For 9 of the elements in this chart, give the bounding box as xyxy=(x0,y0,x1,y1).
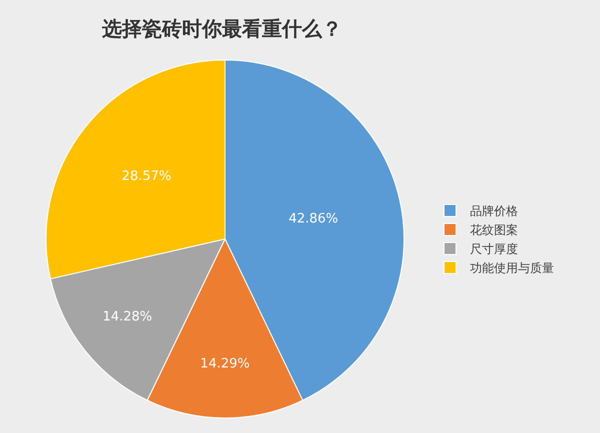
legend-label: 尺寸厚度 xyxy=(470,242,518,256)
data-label: 28.57% xyxy=(122,168,172,184)
legend-label: 花纹图案 xyxy=(470,223,518,238)
legend-label: 品牌价格 xyxy=(470,204,518,218)
chart-title: 选择瓷砖时你最看重什么？ xyxy=(101,16,342,41)
data-label: 14.28% xyxy=(102,309,152,324)
data-label: 14.29% xyxy=(200,356,250,372)
data-label: 42.86% xyxy=(288,211,338,226)
legend-label: 功能使用与质量 xyxy=(470,261,554,276)
